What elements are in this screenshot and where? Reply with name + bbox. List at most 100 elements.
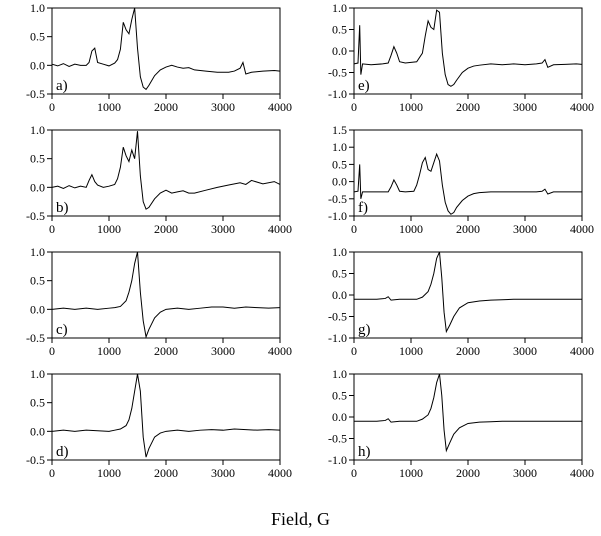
x-tick-label: 2000 [456,222,480,236]
series-c [52,252,280,337]
x-tick-label: 0 [351,222,357,236]
x-tick-label: 3000 [211,100,235,114]
series-b [52,131,280,209]
y-tick-label: 1.0 [30,126,45,137]
x-tick-label: 1000 [97,344,121,358]
panel-d: 01000200030004000-0.50.00.51.0d) [6,370,296,490]
x-tick-label: 3000 [513,222,537,236]
x-axis-label: Field, G [0,509,601,530]
x-tick-label: 0 [351,344,357,358]
panel-g: 01000200030004000-1.0-0.50.00.51.0g) [308,248,598,368]
y-tick-label: 0.0 [332,44,347,58]
series-f [354,154,582,214]
y-tick-label: 0.5 [332,267,347,281]
x-tick-label: 4000 [570,344,594,358]
panel-e: 01000200030004000-1.0-0.50.00.51.0e) [308,4,598,124]
x-tick-label: 0 [49,222,55,236]
y-tick-label: 0.5 [30,30,45,44]
x-tick-label: 0 [351,100,357,114]
y-tick-label: 1.0 [332,370,347,381]
x-tick-label: 2000 [154,100,178,114]
x-tick-label: 4000 [268,466,292,480]
x-tick-label: 4000 [268,344,292,358]
panel-h: 01000200030004000-1.0-0.50.00.51.0h) [308,370,598,490]
panel-b: 0 1000 2000 3000 4000 -0.5 0.0 0.5 1.0 b) [6,126,296,246]
figure-container: Field, G 0 1000 2000 3000 4000 -0.5 0.0 0.5 1.0 a… [0,0,601,536]
y-tick-label: -0.5 [328,310,347,324]
series-h [354,374,582,451]
plot-frame [52,130,280,216]
x-tick-label: 1000 [399,466,423,480]
panel-label-b: b) [56,200,69,216]
panel-label-h: h) [358,444,371,460]
x-tick-label: 1000 [97,222,121,236]
x-tick-label: 3000 [513,344,537,358]
series-e [354,10,582,86]
plot-frame [354,8,582,94]
y-tick-label: 1.0 [332,248,347,259]
series-d [52,374,280,457]
plot-frame [354,374,582,460]
x-tick-label: 2000 [154,344,178,358]
y-tick-label: -0.5 [26,87,45,101]
x-tick-label: 1000 [97,100,121,114]
y-tick-label: -0.5 [328,432,347,446]
y-tick-label: 1.0 [30,248,45,259]
y-tick-label: 0.0 [332,288,347,302]
panel-label-c: c) [56,322,68,338]
plot-frame [52,8,280,94]
x-tick-label: 4000 [570,466,594,480]
y-tick-label: -1.0 [328,453,347,467]
x-tick-label: 3000 [211,466,235,480]
x-tick-label: 0 [49,100,55,114]
y-tick-label: 0.0 [332,175,347,189]
y-tick-label: 0.0 [30,180,45,194]
x-tick-label: 4000 [570,100,594,114]
x-tick-label: 1000 [97,466,121,480]
panel-c: 0 1000 2000 3000 4000 -0.5 0.0 0.5 1.0 c) [6,248,296,368]
series-a [52,8,280,89]
y-tick-label: 0.5 [332,157,347,171]
y-tick-label: 0.0 [332,410,347,424]
y-tick-label: -0.5 [328,66,347,80]
plot-frame [52,252,280,338]
y-tick-label: 0.0 [30,58,45,72]
y-tick-label: 1.0 [332,140,347,154]
x-tick-label: 4000 [268,222,292,236]
x-tick-label: 3000 [211,222,235,236]
y-tick-label: -1.0 [328,331,347,345]
panel-label-d: d) [56,444,69,460]
y-tick-label: 0.5 [332,389,347,403]
panel-label-a: a) [56,78,68,94]
plot-frame [52,374,280,460]
y-tick-label: 1.5 [332,126,347,137]
y-tick-label: -0.5 [328,192,347,206]
panel-label-e: e) [358,78,370,94]
y-tick-label: -0.5 [26,209,45,223]
panel-a: 01000200030004000-0.50.00.51.0a) [6,4,296,124]
x-tick-label: 0 [49,344,55,358]
x-tick-label: 1000 [399,344,423,358]
y-tick-label: 0.5 [30,396,45,410]
y-tick-label: 1.0 [30,370,45,381]
y-tick-label: -0.5 [26,453,45,467]
x-tick-label: 2000 [456,466,480,480]
y-tick-label: 0.5 [30,274,45,288]
panel-f: 01000200030004000-1.0-0.50.00.51.01.5f) [308,126,598,246]
x-tick-label: 3000 [211,344,235,358]
x-tick-label: 0 [351,466,357,480]
x-tick-label: 1000 [399,222,423,236]
y-tick-label: 0.0 [30,302,45,316]
x-tick-label: 0 [49,466,55,480]
x-tick-label: 2000 [456,100,480,114]
y-tick-label: -0.5 [26,331,45,345]
y-tick-label: -1.0 [328,87,347,101]
x-tick-label: 3000 [513,100,537,114]
plot-frame [354,130,582,216]
y-tick-label: 0.0 [30,424,45,438]
x-tick-label: 2000 [154,222,178,236]
x-tick-label: 1000 [399,100,423,114]
x-tick-label: 2000 [456,344,480,358]
y-tick-label: 0.5 [30,152,45,166]
panel-label-f: f) [358,200,368,216]
